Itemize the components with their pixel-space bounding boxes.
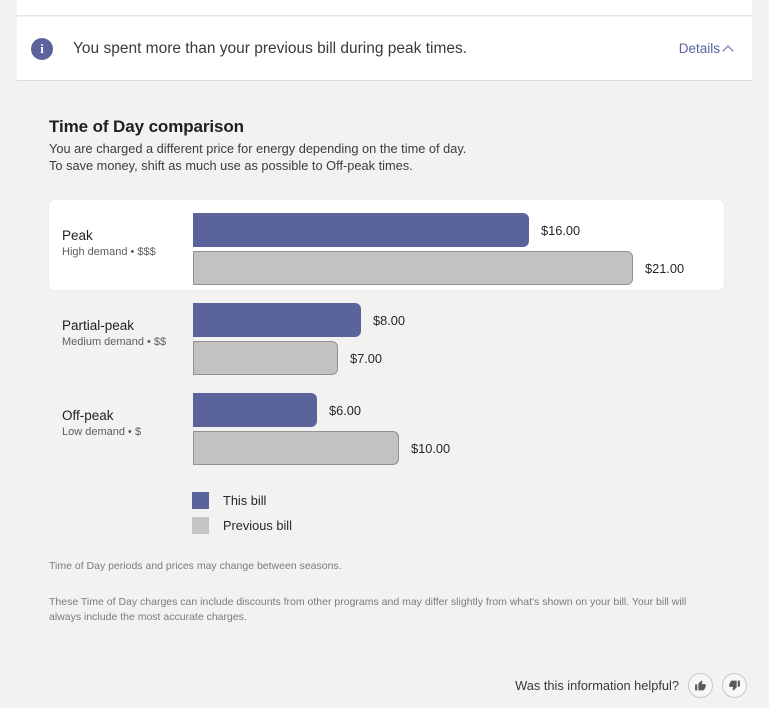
bar-value-off-peak-previous-bill: $10.00: [411, 440, 451, 456]
bar-row-partial-peak-this-bill: $8.00: [193, 303, 405, 337]
footnote-seasons: Time of Day periods and prices may chang…: [49, 560, 342, 572]
page-title: Time of Day comparison: [49, 117, 244, 136]
bar-partial-peak-previous-bill: [193, 341, 338, 375]
section-description-line1: You are charged a different price for en…: [49, 141, 467, 156]
chart-group-partial-peak: Partial-peak Medium demand • $$ $8.00 $7…: [0, 290, 769, 380]
bar-value-off-peak-this-bill: $6.00: [329, 402, 362, 418]
category-demand: Low demand • $: [62, 426, 142, 438]
bar-partial-peak-this-bill: [193, 303, 361, 337]
bar-value-peak-this-bill: $16.00: [541, 222, 581, 238]
bar-row-off-peak-previous-bill: $10.00: [193, 431, 450, 465]
category-label-off-peak: Off-peak Low demand • $: [62, 408, 187, 440]
bar-row-off-peak-this-bill: $6.00: [193, 393, 361, 427]
legend-item-previous-bill: Previous bill: [192, 513, 292, 538]
bar-value-partial-peak-this-bill: $8.00: [373, 312, 406, 328]
thumbs-down-icon: [729, 680, 740, 691]
bar-peak-this-bill: [193, 213, 529, 247]
chart-legend: This bill Previous bill: [192, 488, 292, 538]
legend-label-this-bill: This bill: [223, 493, 267, 508]
legend-swatch-this-bill: [192, 492, 209, 509]
feedback-section: Was this information helpful?: [515, 673, 747, 698]
category-label-partial-peak: Partial-peak Medium demand • $$: [62, 318, 187, 350]
bar-value-partial-peak-previous-bill: $7.00: [350, 350, 383, 366]
category-demand: Medium demand • $$: [62, 336, 167, 348]
top-divider-strip: [17, 0, 752, 16]
bar-value-peak-previous-bill: $21.00: [645, 260, 685, 276]
bar-off-peak-previous-bill: [193, 431, 399, 465]
category-demand: High demand • $$$: [62, 246, 156, 258]
footnote-disclaimer: These Time of Day charges can include di…: [49, 596, 687, 623]
notification-bar: i You spent more than your previous bill…: [17, 17, 752, 81]
info-icon: i: [31, 37, 53, 60]
bar-off-peak-this-bill: [193, 393, 317, 427]
thumbs-up-button[interactable]: [688, 673, 713, 698]
notification-message: You spent more than your previous bill d…: [73, 39, 468, 57]
bar-row-peak-previous-bill: $21.00: [193, 251, 684, 285]
bar-row-partial-peak-previous-bill: $7.00: [193, 341, 382, 375]
details-label: Details: [678, 41, 720, 56]
thumbs-down-button[interactable]: [722, 673, 747, 698]
bar-row-peak-this-bill: $16.00: [193, 213, 580, 247]
chart-group-peak: Peak High demand • $$$ $16.00 $21.00: [0, 200, 769, 290]
details-toggle-button[interactable]: Details: [679, 41, 734, 56]
bar-peak-previous-bill: [193, 251, 633, 285]
legend-swatch-previous-bill: [192, 517, 209, 534]
legend-item-this-bill: This bill: [192, 488, 292, 513]
category-name: Off-peak: [62, 408, 114, 423]
legend-label-previous-bill: Previous bill: [223, 518, 292, 533]
category-name: Partial-peak: [62, 318, 135, 333]
category-label-peak: Peak High demand • $$$: [62, 228, 187, 260]
category-name: Peak: [62, 228, 93, 243]
thumbs-up-icon: [695, 680, 706, 691]
section-description: You are charged a different price for en…: [49, 140, 466, 174]
section-description-line2: To save money, shift as much use as poss…: [49, 158, 413, 173]
chart-group-off-peak: Off-peak Low demand • $ $6.00 $10.00: [0, 380, 769, 470]
feedback-question: Was this information helpful?: [515, 678, 679, 693]
chevron-up-icon: [723, 43, 734, 54]
